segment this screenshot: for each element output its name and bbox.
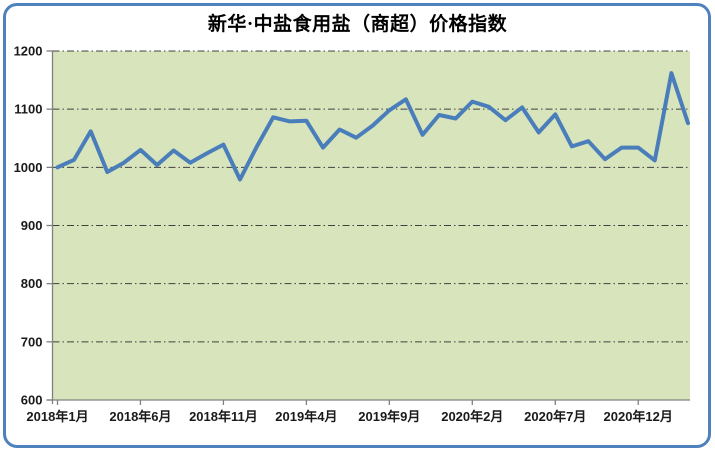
y-axis-label: 800 bbox=[21, 276, 43, 291]
x-axis-label: 2020年7月 bbox=[524, 409, 586, 424]
y-axis-label: 900 bbox=[21, 218, 43, 233]
y-axis-label: 1000 bbox=[14, 160, 43, 175]
x-axis-label: 2018年1月 bbox=[26, 409, 88, 424]
x-axis-label: 2020年12月 bbox=[604, 409, 673, 424]
y-axis-label: 700 bbox=[21, 334, 43, 349]
y-axis-label: 1100 bbox=[14, 102, 42, 117]
x-axis-label: 2019年9月 bbox=[358, 409, 420, 424]
x-axis-label: 2018年11月 bbox=[189, 409, 258, 424]
y-axis-label: 600 bbox=[21, 393, 43, 408]
y-axis-label: 1200 bbox=[14, 44, 43, 59]
chart-title: 新华·中盐食用盐（商超）价格指数 bbox=[207, 14, 508, 35]
price-index-series-line bbox=[55, 71, 690, 182]
x-axis-label: 2018年6月 bbox=[109, 409, 171, 424]
x-axis-label: 2020年2月 bbox=[441, 409, 503, 424]
x-axis-label: 2019年4月 bbox=[275, 409, 337, 424]
